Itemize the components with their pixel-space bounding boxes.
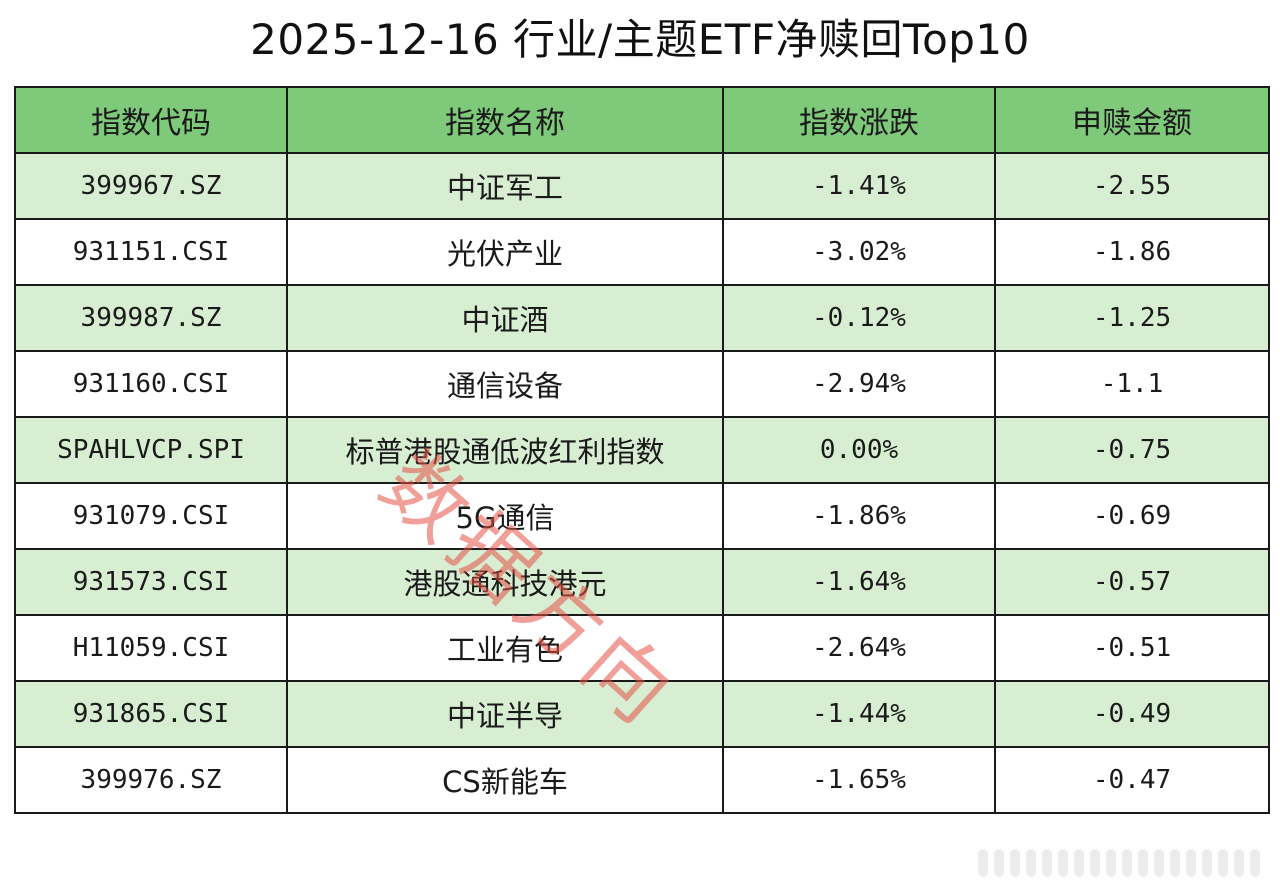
table-row: 931865.CSI 中证半导 -1.44% -0.49 (14, 680, 1270, 748)
index-code-cell: 931079.CSI (14, 482, 288, 550)
amount-cell: -0.69 (994, 482, 1270, 550)
stack-bar-icon (994, 849, 1004, 877)
stack-bar-icon (1090, 849, 1100, 877)
index-code-cell: 399987.SZ (14, 284, 288, 352)
header-index-name: 指数名称 (286, 86, 724, 154)
index-code-cell: 931573.CSI (14, 548, 288, 616)
index-name-cell: 5G通信 (286, 482, 724, 550)
stack-bar-icon (1058, 849, 1068, 877)
table-row: 399987.SZ 中证酒 -0.12% -1.25 (14, 284, 1270, 352)
index-change-cell: -3.02% (722, 218, 996, 286)
stack-bar-icon (1186, 849, 1196, 877)
table-row: 399976.SZ CS新能车 -1.65% -0.47 (14, 746, 1270, 814)
stack-bar-icon (1170, 849, 1180, 877)
index-change-cell: -1.86% (722, 482, 996, 550)
stack-bar-icon (1250, 849, 1260, 877)
table-row: 931160.CSI 通信设备 -2.94% -1.1 (14, 350, 1270, 418)
amount-cell: -1.1 (994, 350, 1270, 418)
index-code-cell: 399967.SZ (14, 152, 288, 220)
amount-cell: -0.57 (994, 548, 1270, 616)
index-name-cell: 中证军工 (286, 152, 724, 220)
amount-cell: -1.86 (994, 218, 1270, 286)
table-row: 931151.CSI 光伏产业 -3.02% -1.86 (14, 218, 1270, 286)
index-code-cell: SPAHLVCP.SPI (14, 416, 288, 484)
stack-bar-icon (1026, 849, 1036, 877)
header-index-code: 指数代码 (14, 86, 288, 154)
stack-bar-icon (1010, 849, 1020, 877)
index-code-cell: 931160.CSI (14, 350, 288, 418)
table-header-row: 指数代码 指数名称 指数涨跌 申赎金额 (14, 86, 1270, 154)
index-name-cell: 通信设备 (286, 350, 724, 418)
index-change-cell: -1.65% (722, 746, 996, 814)
index-code-cell: 399976.SZ (14, 746, 288, 814)
stack-bar-icon (1138, 849, 1148, 877)
table-row: SPAHLVCP.SPI 标普港股通低波红利指数 0.00% -0.75 (14, 416, 1270, 484)
table-row: H11059.CSI 工业有色 -2.64% -0.51 (14, 614, 1270, 682)
table-row: 399967.SZ 中证军工 -1.41% -2.55 (14, 152, 1270, 220)
index-name-cell: 中证酒 (286, 284, 724, 352)
amount-cell: -0.47 (994, 746, 1270, 814)
index-name-cell: 中证半导 (286, 680, 724, 748)
stack-bar-icon (1218, 849, 1228, 877)
etf-redemption-table: 指数代码 指数名称 指数涨跌 申赎金额 399967.SZ 中证军工 -1.41… (14, 86, 1270, 814)
image-stack-indicator (960, 838, 1260, 888)
amount-cell: -0.75 (994, 416, 1270, 484)
index-change-cell: -1.41% (722, 152, 996, 220)
page-title: 2025-12-16 行业/主题ETF净赎回Top10 (250, 15, 1030, 64)
amount-cell: -0.51 (994, 614, 1270, 682)
amount-cell: -0.49 (994, 680, 1270, 748)
amount-cell: -2.55 (994, 152, 1270, 220)
index-name-cell: 工业有色 (286, 614, 724, 682)
amount-cell: -1.25 (994, 284, 1270, 352)
index-code-cell: 931151.CSI (14, 218, 288, 286)
index-change-cell: -2.94% (722, 350, 996, 418)
index-change-cell: -2.64% (722, 614, 996, 682)
index-code-cell: 931865.CSI (14, 680, 288, 748)
stack-bar-icon (1122, 849, 1132, 877)
index-change-cell: -1.64% (722, 548, 996, 616)
index-name-cell: 港股通科技港元 (286, 548, 724, 616)
index-change-cell: -1.44% (722, 680, 996, 748)
index-name-cell: CS新能车 (286, 746, 724, 814)
index-code-cell: H11059.CSI (14, 614, 288, 682)
header-index-change: 指数涨跌 (722, 86, 996, 154)
stack-bar-icon (1042, 849, 1052, 877)
stack-bar-icon (1074, 849, 1084, 877)
stack-bar-icon (1202, 849, 1212, 877)
index-change-cell: -0.12% (722, 284, 996, 352)
index-name-cell: 光伏产业 (286, 218, 724, 286)
stack-bar-icon (978, 849, 988, 877)
index-name-cell: 标普港股通低波红利指数 (286, 416, 724, 484)
index-change-cell: 0.00% (722, 416, 996, 484)
stack-bar-icon (1234, 849, 1244, 877)
header-net-amount: 申赎金额 (994, 86, 1270, 154)
stack-bar-icon (1154, 849, 1164, 877)
table-row: 931573.CSI 港股通科技港元 -1.64% -0.57 (14, 548, 1270, 616)
stack-bar-icon (1106, 849, 1116, 877)
table-row: 931079.CSI 5G通信 -1.86% -0.69 (14, 482, 1270, 550)
